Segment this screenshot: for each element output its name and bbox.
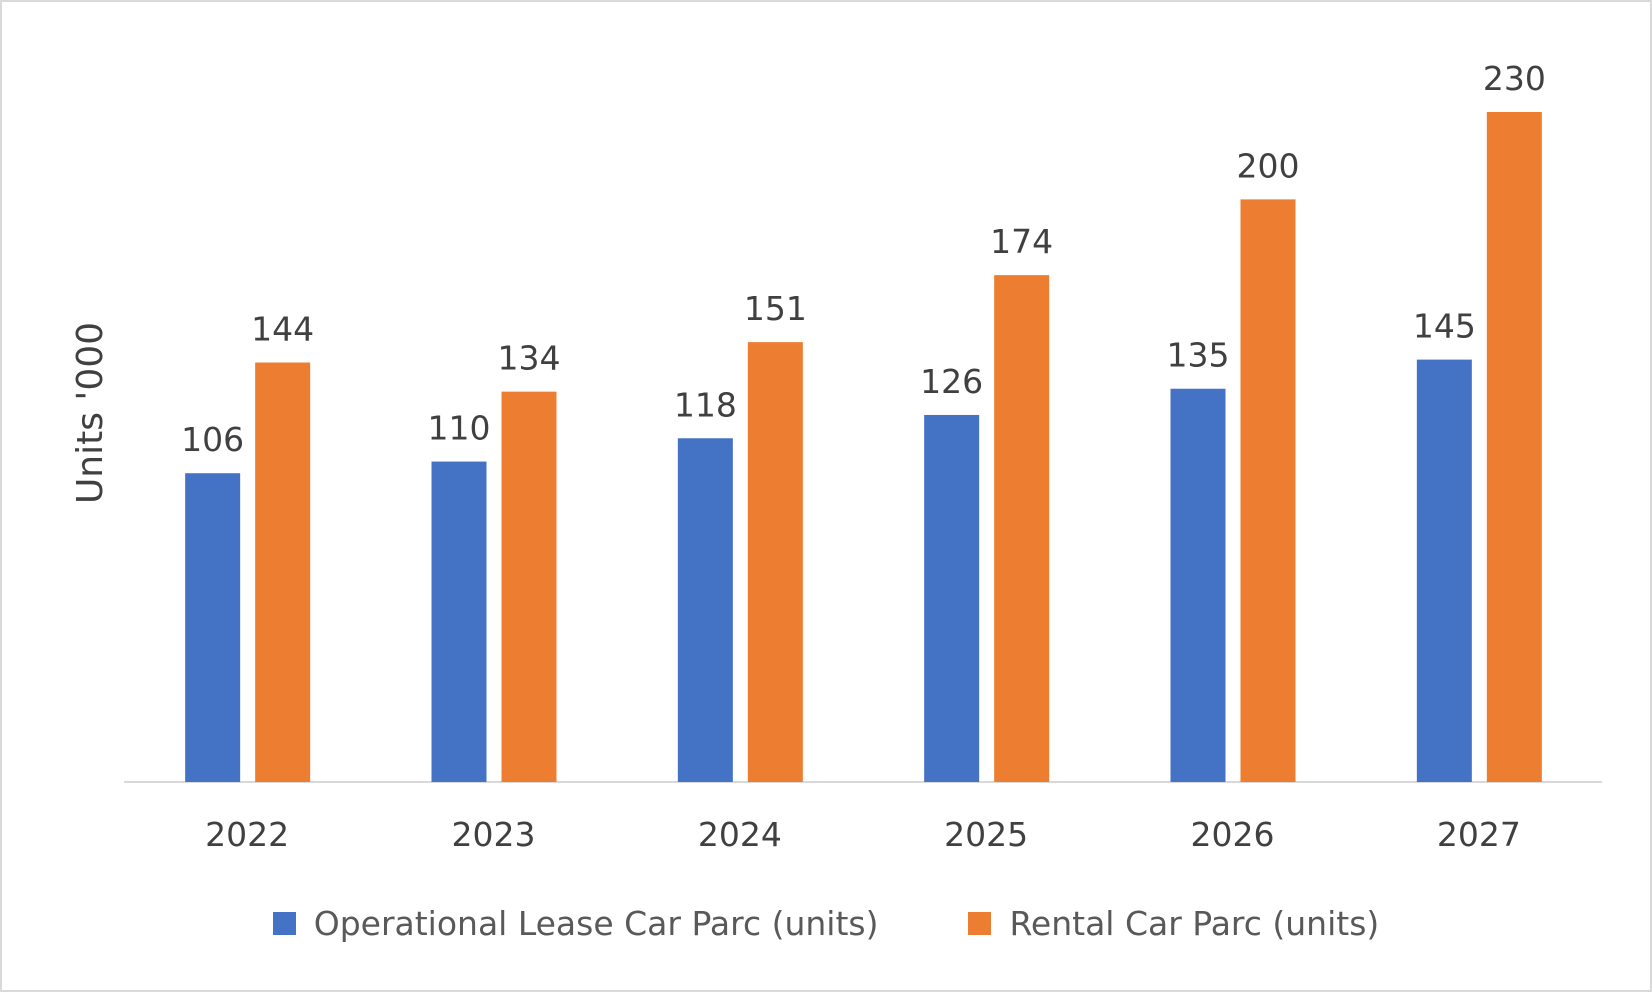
legend-swatch-operational-lease xyxy=(272,912,296,935)
legend-item-operational-lease[interactable]: Operational Lease Car Parc (units) xyxy=(272,904,879,943)
data-label-operational-lease-2026: 135 xyxy=(1167,336,1230,375)
bar-rental-2027 xyxy=(1486,112,1542,782)
bar-rental-2023 xyxy=(501,391,557,782)
data-label-rental-2022: 144 xyxy=(251,310,314,349)
data-label-rental-2027: 230 xyxy=(1483,59,1546,98)
data-label-operational-lease-2024: 118 xyxy=(674,385,737,424)
bar-operational-lease-2025 xyxy=(924,414,980,782)
bar-operational-lease-2023 xyxy=(431,461,487,782)
x-tick-label-2027: 2027 xyxy=(1437,815,1521,854)
x-tick-label-2022: 2022 xyxy=(205,815,289,854)
x-tick-label-2023: 2023 xyxy=(452,815,536,854)
data-label-rental-2023: 134 xyxy=(498,339,561,378)
bar-rental-2024 xyxy=(747,342,803,782)
bar-rental-2026 xyxy=(1240,199,1296,783)
data-label-operational-lease-2027: 145 xyxy=(1413,307,1476,346)
data-label-rental-2026: 200 xyxy=(1237,146,1300,185)
bar-rental-2022 xyxy=(255,362,311,782)
legend-item-rental[interactable]: Rental Car Parc (units) xyxy=(968,904,1379,943)
y-axis-label: Units '000 xyxy=(70,322,111,504)
data-label-rental-2024: 151 xyxy=(744,289,807,328)
data-label-rental-2025: 174 xyxy=(990,222,1053,261)
bar-operational-lease-2027 xyxy=(1416,359,1472,782)
bar-operational-lease-2026 xyxy=(1170,388,1226,782)
legend-label-rental: Rental Car Parc (units) xyxy=(1009,904,1380,943)
data-label-operational-lease-2022: 106 xyxy=(181,420,244,459)
bar-operational-lease-2024 xyxy=(677,438,733,782)
data-label-operational-lease-2025: 126 xyxy=(920,362,983,401)
legend: Operational Lease Car Parc (units) Renta… xyxy=(2,904,1650,943)
x-tick-label-2024: 2024 xyxy=(698,815,782,854)
legend-swatch-rental xyxy=(968,912,992,935)
data-label-operational-lease-2023: 110 xyxy=(428,409,491,448)
legend-label-operational-lease: Operational Lease Car Parc (units) xyxy=(313,904,879,943)
x-tick-label-2025: 2025 xyxy=(944,815,1028,854)
x-tick-label-2026: 2026 xyxy=(1191,815,1275,854)
bar-operational-lease-2022 xyxy=(185,473,241,782)
bar-rental-2025 xyxy=(994,275,1050,782)
